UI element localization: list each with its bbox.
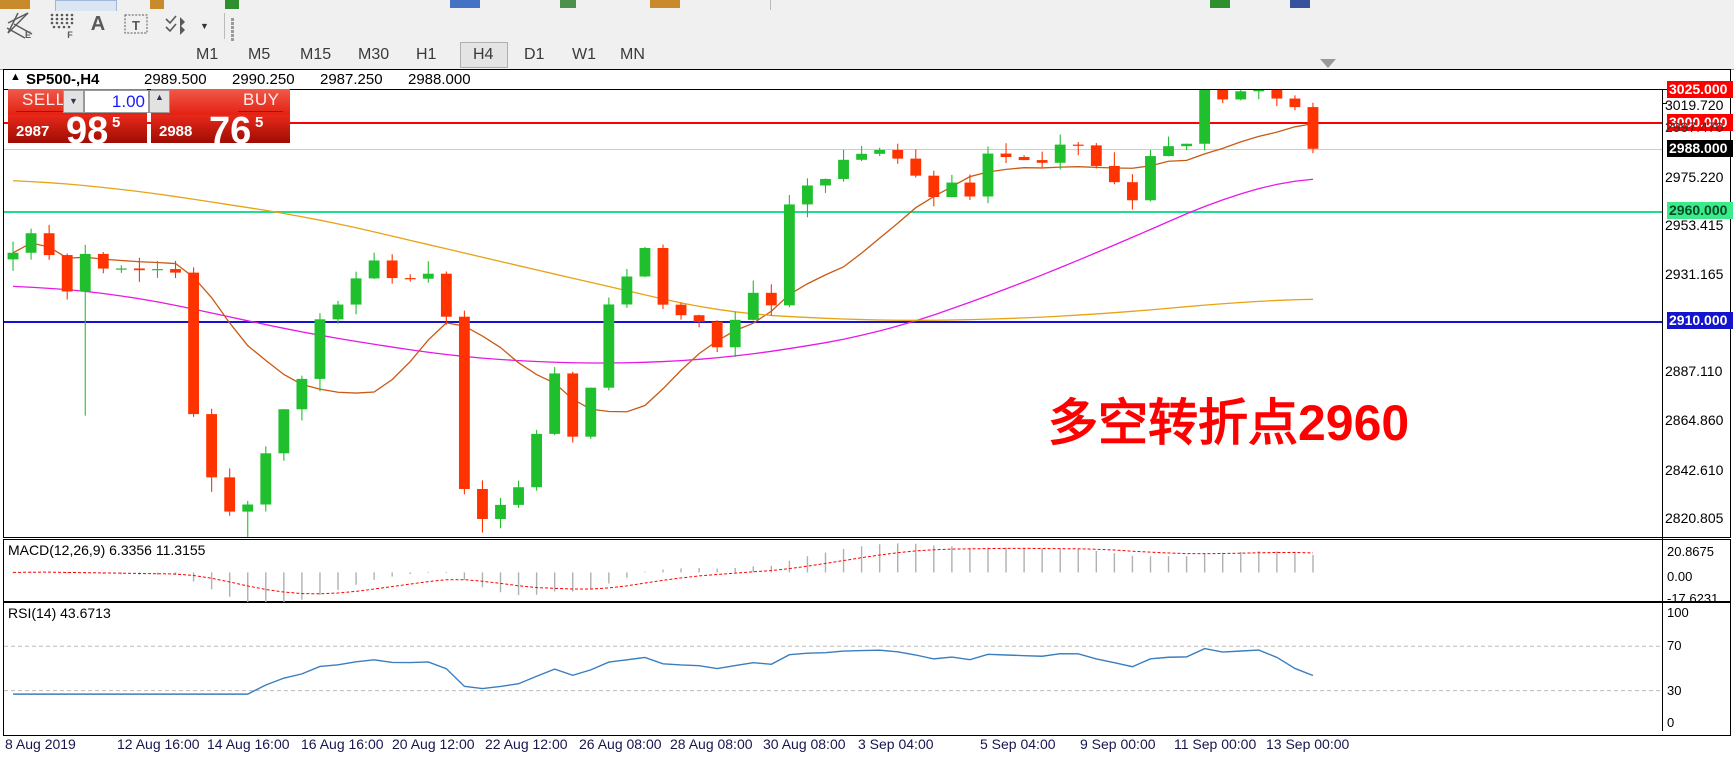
svg-text:E: E [25,30,31,40]
svg-text:T: T [132,18,140,33]
svg-text:F: F [67,30,73,40]
